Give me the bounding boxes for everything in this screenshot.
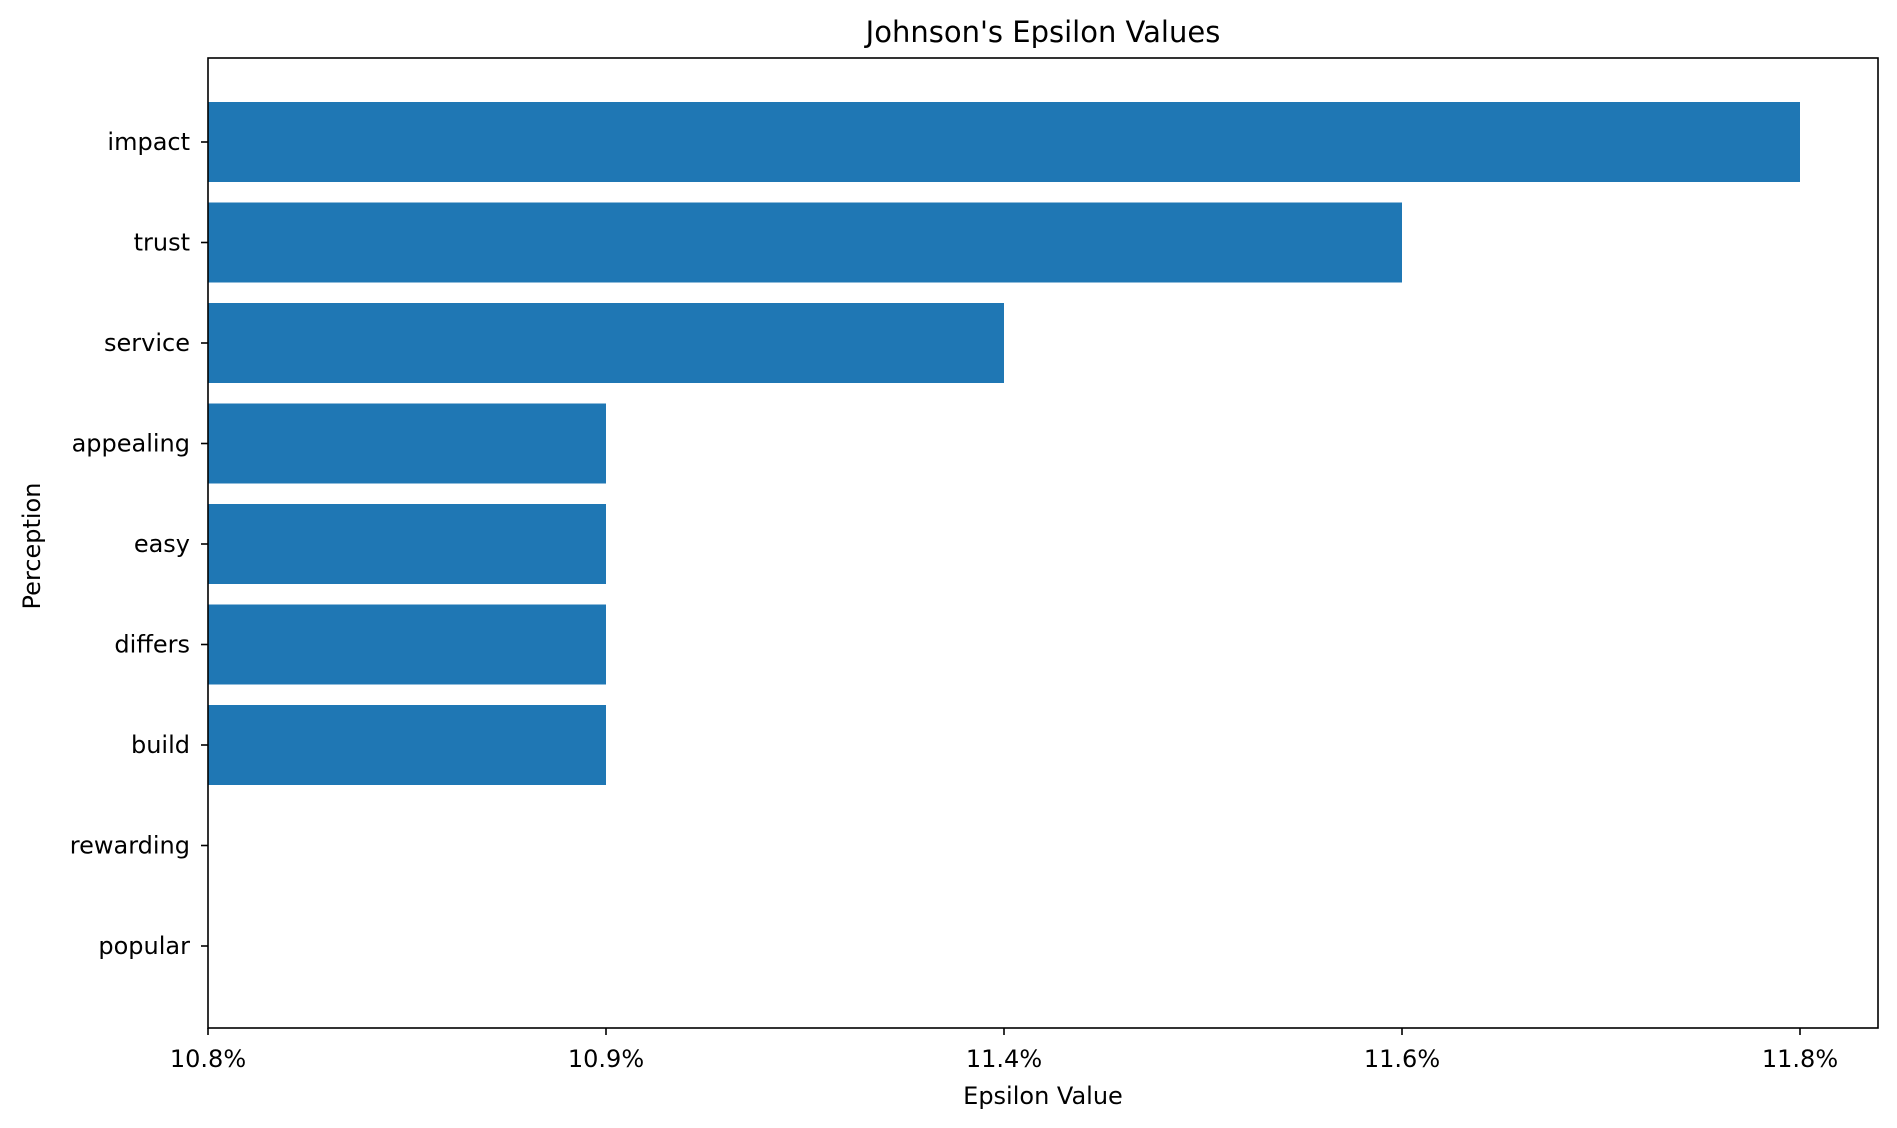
x-axis-label: Epsilon Value: [963, 1082, 1123, 1110]
x-axis: 10.8% 10.9% 11.4% 11.6% 11.8%: [170, 1028, 1838, 1073]
y-tick-label: impact: [107, 128, 190, 156]
bar-differs: [208, 604, 606, 685]
y-axis: impact trust service appealing easy differs bu…: [70, 128, 208, 960]
bar-build: [208, 705, 606, 785]
x-tick-label: 11.6%: [1364, 1045, 1440, 1073]
bar-trust: [208, 202, 1402, 283]
y-axis-label: Perception: [18, 483, 46, 610]
bar-appealing: [208, 403, 606, 484]
y-tick-label: build: [131, 731, 190, 759]
y-tick-label: trust: [134, 229, 190, 257]
bars-group: [208, 102, 1800, 785]
y-tick-label: popular: [98, 932, 190, 960]
y-tick-label: easy: [134, 530, 190, 558]
x-tick-label: 11.4%: [966, 1045, 1042, 1073]
bar-easy: [208, 504, 606, 584]
bar-service: [208, 303, 1004, 383]
y-tick-label: appealing: [72, 430, 190, 458]
bar-impact: [208, 102, 1800, 182]
y-tick-label: rewarding: [70, 832, 190, 860]
x-tick-label: 10.9%: [568, 1045, 644, 1073]
plot-frame: [207, 57, 1879, 1029]
x-tick-label: 11.8%: [1762, 1045, 1838, 1073]
y-tick-label: service: [104, 329, 190, 357]
y-tick-label: differs: [114, 631, 190, 659]
x-tick-label: 10.8%: [170, 1045, 246, 1073]
chart-title: Johnson's Epsilon Values: [864, 15, 1221, 49]
